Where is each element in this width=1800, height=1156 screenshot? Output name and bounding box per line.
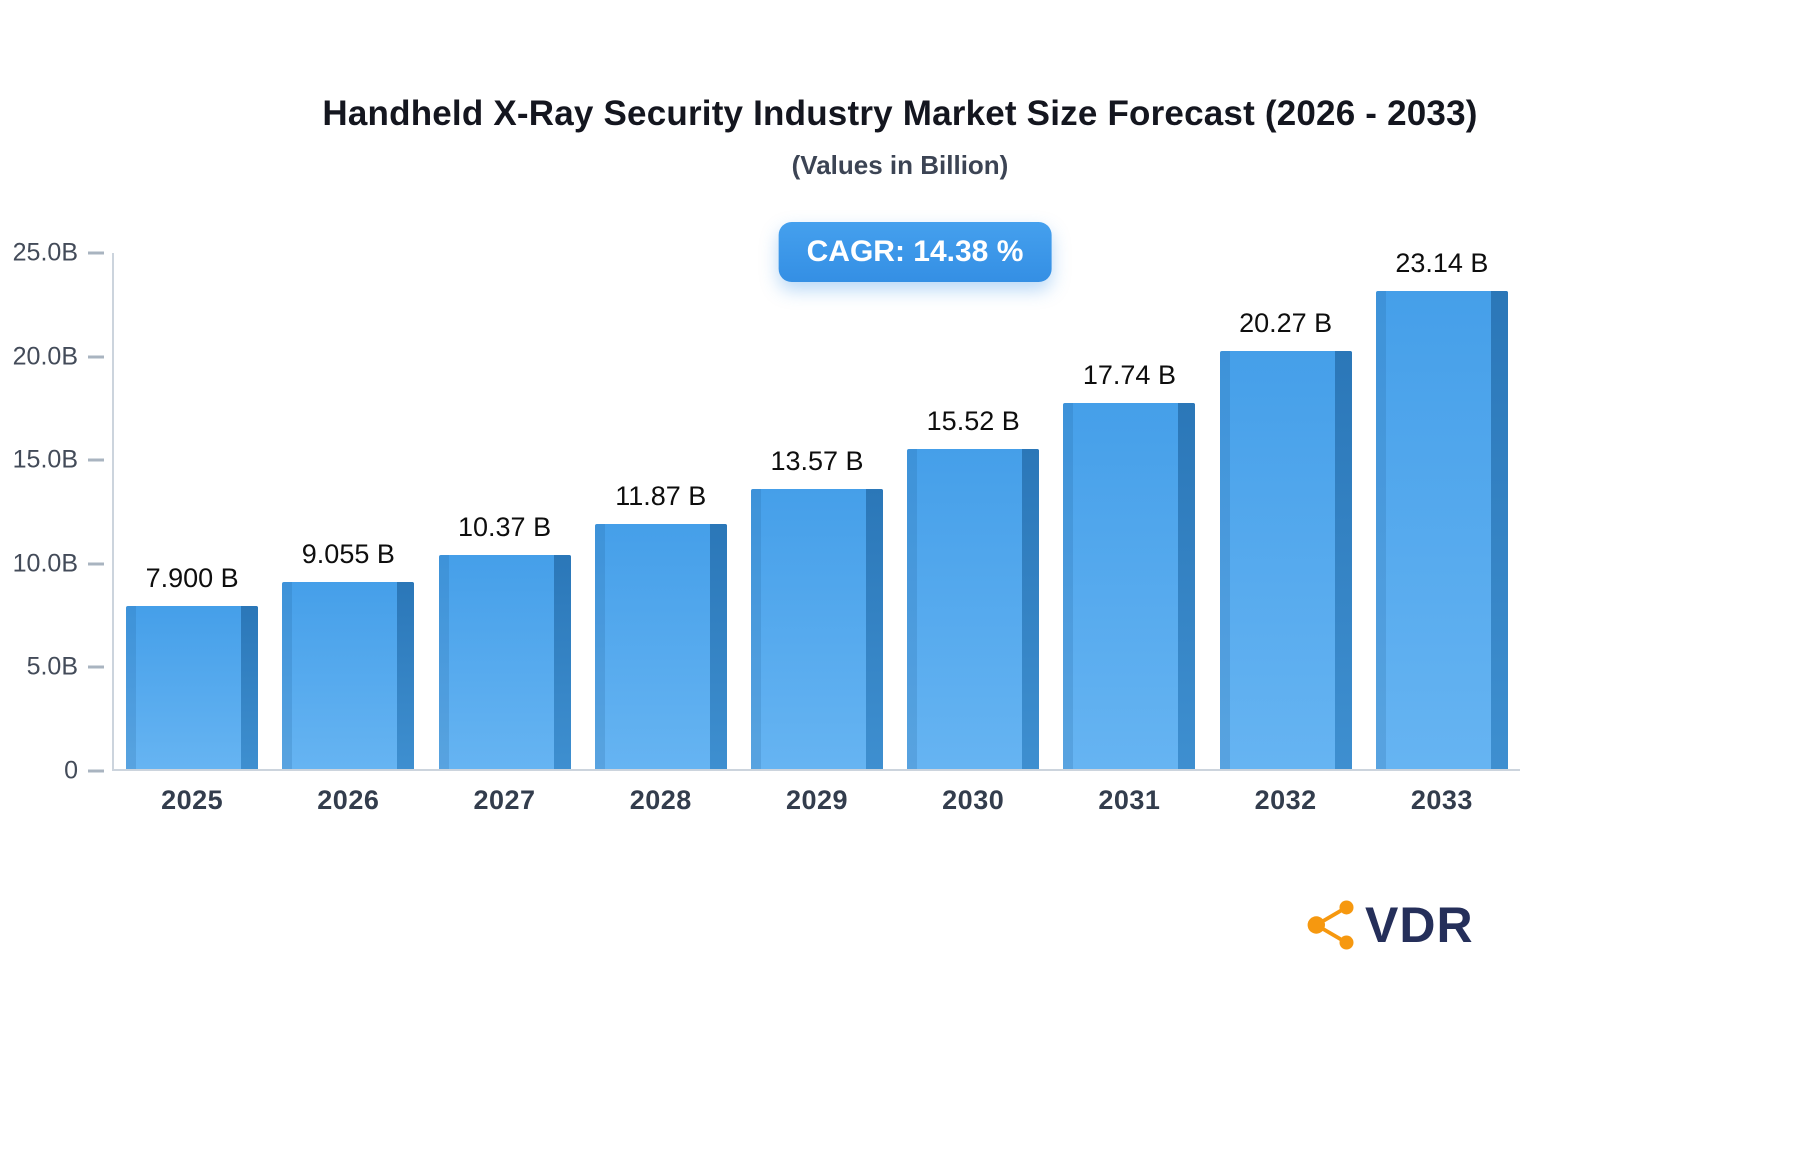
- x-axis-label: 2025: [161, 785, 224, 815]
- y-axis-tick: 25.0B: [13, 239, 104, 268]
- y-axis-tick: 20.0B: [13, 342, 104, 371]
- bar-group: 10.37 B 2027: [438, 512, 571, 815]
- x-axis-label: 2027: [473, 785, 536, 815]
- bar-value-label: 15.52 B: [926, 405, 1020, 436]
- logo-text: VDR: [1365, 897, 1474, 953]
- y-tick-mark: [88, 665, 104, 669]
- y-tick-label: 25.0B: [12, 238, 78, 267]
- bar-value-label: 20.27 B: [1239, 307, 1333, 338]
- bar: [750, 488, 883, 770]
- cagr-badge-label: CAGR: 14.38 %: [806, 235, 1024, 268]
- bar-group: 20.27 B 2032: [1219, 308, 1352, 815]
- y-axis-tick: 15.0B: [13, 446, 104, 475]
- bar: [1219, 350, 1352, 770]
- bar-value-label: 9.055 B: [301, 539, 395, 570]
- bar-group: 17.74 B 2031: [1063, 360, 1196, 815]
- x-axis-label: 2031: [1098, 785, 1161, 815]
- bar: [1063, 402, 1196, 770]
- bar: [594, 524, 727, 769]
- x-axis-label: 2028: [629, 785, 692, 815]
- bar-chart: 25.0B 20.0B 15.0B 10.0B 5.0B 0 7.900 B 2025 9.0…: [13, 239, 1520, 815]
- bar: [1375, 291, 1508, 769]
- bar-value-label: 23.14 B: [1395, 248, 1489, 279]
- bar-group: 11.87 B 2028: [594, 481, 727, 815]
- bar-value-label: 11.87 B: [615, 481, 707, 512]
- bar-group: 15.52 B 2030: [907, 406, 1040, 815]
- cagr-badge: CAGR: 14.38 %: [778, 222, 1052, 282]
- bar: [907, 448, 1040, 770]
- plot-area: 7.900 B 2025 9.055 B 2026 10.37 B 2027 11.87 B…: [112, 248, 1520, 815]
- x-axis-label: 2033: [1410, 785, 1473, 815]
- bar-value-label: 17.74 B: [1082, 359, 1176, 390]
- bar: [282, 582, 415, 769]
- bar-value-label: 10.37 B: [458, 511, 552, 542]
- chart-title: Handheld X-Ray Security Industry Market …: [322, 94, 1478, 133]
- bar: [126, 605, 259, 770]
- y-tick-label: 5.0B: [26, 652, 78, 681]
- bar-value-label: 13.57 B: [770, 445, 864, 476]
- y-axis-tick: 5.0B: [27, 653, 104, 682]
- x-axis-label: 2030: [942, 785, 1005, 815]
- y-tick-mark: [88, 458, 104, 462]
- vdr-logo: VDR: [1303, 896, 1474, 954]
- x-axis-label: 2032: [1254, 785, 1317, 815]
- bar-group: 13.57 B 2029: [750, 446, 883, 815]
- y-tick-label: 0: [64, 756, 78, 785]
- y-tick-mark: [88, 769, 104, 773]
- y-axis-tick: 10.0B: [13, 549, 104, 578]
- bar-group: 23.14 B 2033: [1375, 248, 1508, 815]
- y-tick-label: 15.0B: [12, 445, 78, 474]
- y-tick-label: 10.0B: [12, 549, 78, 578]
- y-axis-tick: 0: [64, 757, 104, 786]
- bar: [438, 554, 571, 770]
- y-tick-mark: [88, 562, 104, 566]
- x-axis-label: 2029: [785, 785, 849, 815]
- bar-group: 7.900 B 2025: [126, 563, 259, 815]
- chart-subtitle: (Values in Billion): [791, 150, 1009, 180]
- y-tick-mark: [88, 251, 104, 255]
- y-tick-mark: [88, 355, 104, 359]
- y-axis: 25.0B 20.0B 15.0B 10.0B 5.0B 0: [13, 239, 112, 785]
- y-tick-label: 20.0B: [12, 342, 78, 371]
- bar-group: 9.055 B 2026: [282, 539, 415, 815]
- x-axis-label: 2026: [317, 785, 380, 815]
- bar-value-label: 7.900 B: [145, 562, 239, 593]
- network-nodes-icon: [1307, 900, 1354, 950]
